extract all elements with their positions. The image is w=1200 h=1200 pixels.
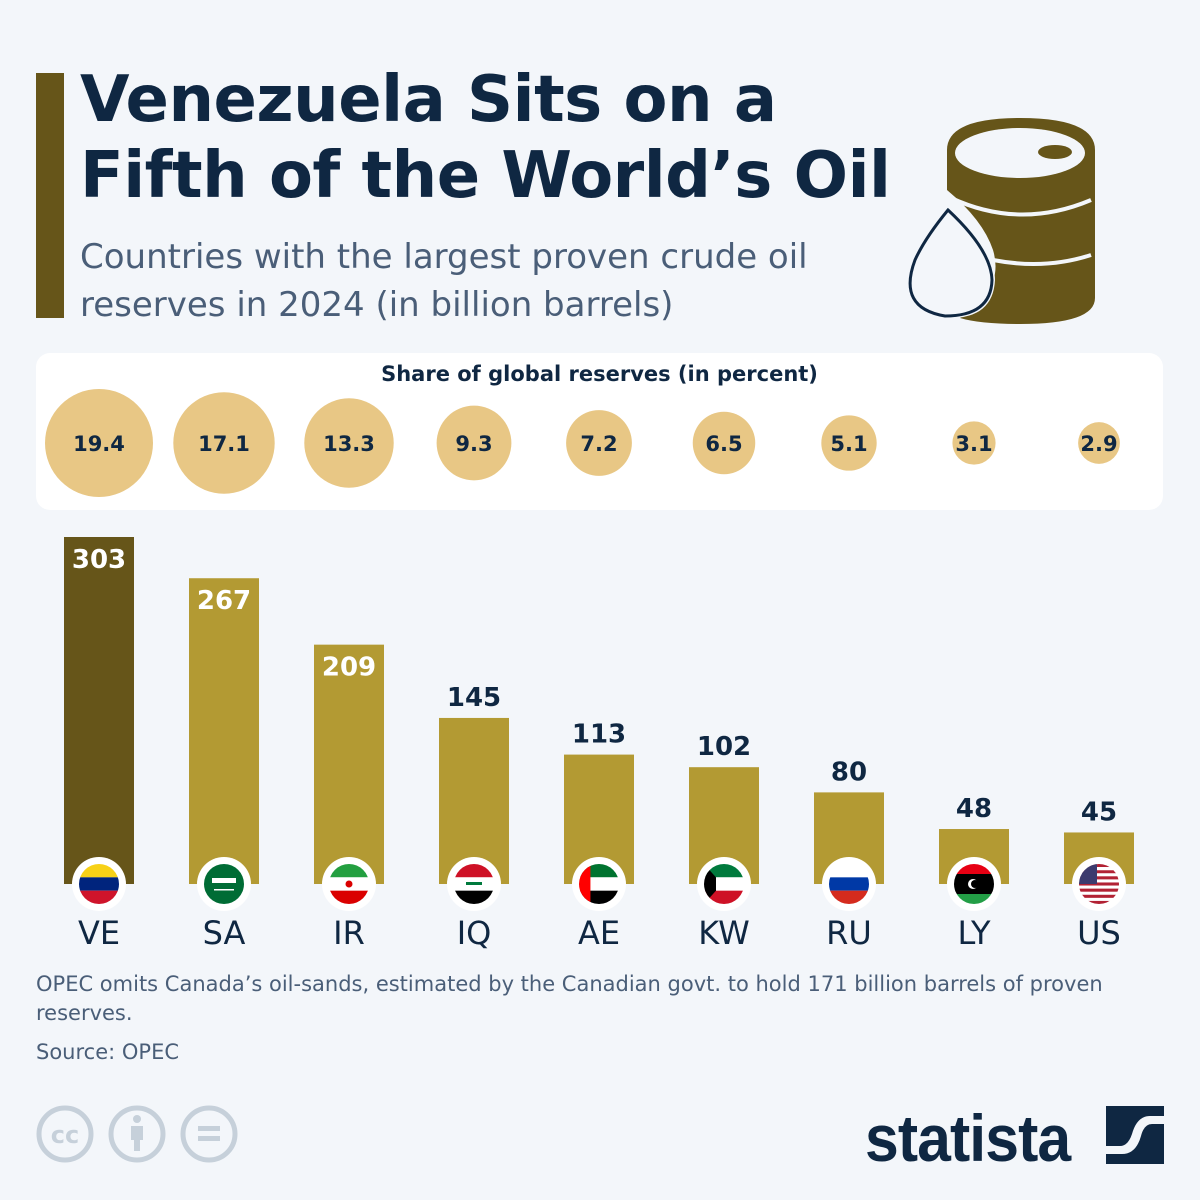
share-label: 7.2 bbox=[580, 432, 617, 456]
bar-ve bbox=[64, 537, 134, 884]
bar-iq bbox=[439, 717, 509, 884]
share-bubble bbox=[304, 398, 394, 488]
share-bubble bbox=[566, 410, 632, 476]
share-bubble bbox=[45, 389, 153, 497]
share-label: 17.1 bbox=[198, 432, 250, 456]
category-label: RU bbox=[826, 914, 872, 952]
share-label: 19.4 bbox=[73, 432, 125, 456]
share-bubble bbox=[952, 421, 996, 465]
bar-value-label: 80 bbox=[831, 757, 867, 787]
share-label: 5.1 bbox=[830, 432, 867, 456]
share-bubble bbox=[436, 405, 512, 481]
share-bubble bbox=[173, 392, 275, 494]
category-label: SA bbox=[203, 914, 246, 952]
share-label: 13.3 bbox=[323, 432, 375, 456]
bar-sa bbox=[189, 578, 259, 884]
bar-ir bbox=[314, 644, 384, 884]
share-label: 3.1 bbox=[955, 432, 992, 456]
category-label: US bbox=[1077, 914, 1121, 952]
bar-value-label: 145 bbox=[447, 683, 501, 713]
category-label: IR bbox=[333, 914, 365, 952]
category-label: VE bbox=[78, 914, 120, 952]
venezuela-flag-icon bbox=[64, 857, 134, 915]
share-bubbles: 19.4 17.1 13.3 9.3 7.2 6.5 5.1 3.1 2.9 bbox=[45, 389, 1120, 497]
share-bubble bbox=[821, 415, 877, 471]
no-derivatives-icon[interactable] bbox=[180, 1105, 238, 1163]
share-label: 9.3 bbox=[455, 432, 492, 456]
bar-value-label: 209 bbox=[322, 653, 376, 683]
bar-value-label: 303 bbox=[72, 545, 126, 575]
libya-flag-icon bbox=[939, 857, 1009, 915]
iraq-flag-icon bbox=[439, 857, 509, 915]
russia-flag-icon bbox=[814, 857, 884, 915]
iran-flag-icon bbox=[314, 857, 384, 915]
source: Source: OPEC bbox=[36, 1040, 180, 1064]
bar-value-label: 48 bbox=[956, 794, 992, 824]
page-title: Venezuela Sits on a Fifth of the World’s… bbox=[80, 63, 891, 213]
creative-commons-icon[interactable]: cc bbox=[36, 1105, 94, 1163]
category-label: AE bbox=[578, 914, 620, 952]
share-panel-title: Share of global reserves (in percent) bbox=[381, 362, 818, 386]
share-bubble bbox=[692, 411, 756, 475]
category-label: LY bbox=[957, 914, 991, 952]
bar-value-label: 45 bbox=[1081, 797, 1117, 827]
share-label: 2.9 bbox=[1080, 432, 1117, 456]
oil-barrel-drop-icon bbox=[908, 118, 1095, 324]
statista-logo[interactable]: statista bbox=[865, 1101, 1071, 1175]
category-label: KW bbox=[698, 914, 749, 952]
bar-value-label: 102 bbox=[697, 732, 751, 762]
license-icons[interactable]: cc bbox=[36, 1105, 246, 1165]
attribution-icon[interactable] bbox=[108, 1105, 166, 1163]
saudi-arabia-flag-icon bbox=[189, 857, 259, 915]
reserves-bar-chart: 303 VE 267 SA 209 IR 145 IQ 113 AE 102 KW 80 RU 48 LY 45… bbox=[64, 537, 1134, 952]
title-accent-bar bbox=[36, 73, 64, 318]
bar-value-label: 113 bbox=[572, 720, 626, 750]
statista-logo-mark-icon bbox=[1106, 1106, 1164, 1164]
kuwait-flag-icon bbox=[689, 857, 759, 915]
usa-flag-icon bbox=[1064, 857, 1134, 915]
category-label: IQ bbox=[457, 914, 492, 952]
page-subtitle: Countries with the largest proven crude … bbox=[80, 237, 808, 325]
bar-value-label: 267 bbox=[197, 586, 251, 616]
uae-flag-icon bbox=[564, 857, 634, 915]
svg-text:cc: cc bbox=[51, 1121, 79, 1149]
footnote: OPEC omits Canada’s oil-sands, estimated… bbox=[36, 972, 1103, 1025]
share-label: 6.5 bbox=[705, 432, 742, 456]
share-bubble bbox=[1078, 422, 1120, 464]
